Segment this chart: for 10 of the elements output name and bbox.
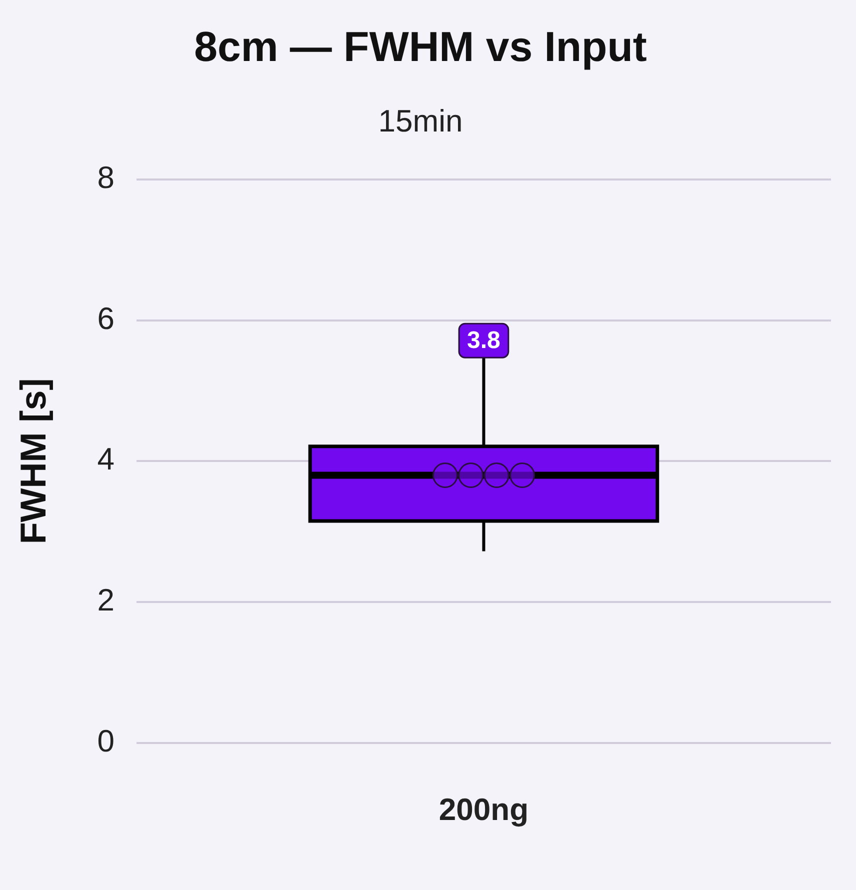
y-axis-title: FWHM [s] — [12, 378, 54, 544]
y-tick-label: 8 — [97, 160, 114, 196]
y-tick-label: 0 — [97, 723, 114, 758]
y-tick-label: 4 — [97, 442, 114, 477]
x-tick-label: 200ng — [438, 792, 529, 827]
chart-subtitle: 15min — [378, 104, 463, 139]
y-tick-label: 6 — [97, 300, 114, 336]
annotation: 3.8 — [467, 327, 500, 354]
chart-title: 8cm — FWHM vs Input — [194, 22, 647, 70]
y-tick-label: 2 — [97, 582, 114, 618]
